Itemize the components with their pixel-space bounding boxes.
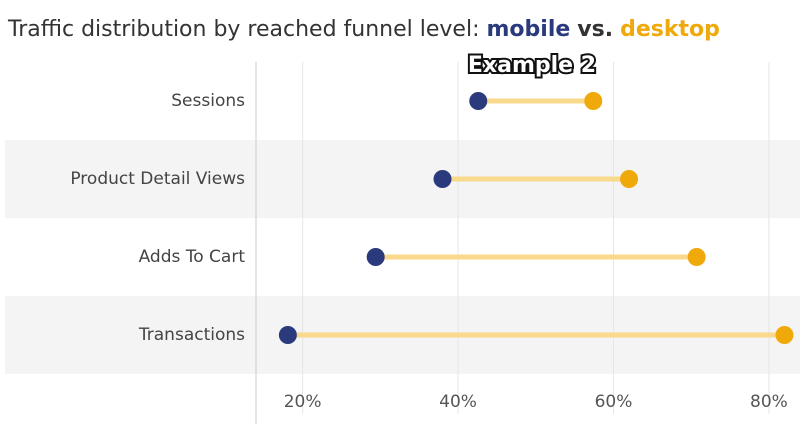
- background: [5, 62, 800, 424]
- dot: [687, 248, 706, 266]
- x-tick-label: 80%: [750, 392, 788, 412]
- x-tick-label: 60%: [595, 392, 633, 412]
- annotation: Example 2: [468, 53, 596, 78]
- category-label: Adds To Cart: [139, 247, 246, 267]
- dot: [584, 92, 603, 110]
- dot: [433, 170, 452, 188]
- row-band: [5, 140, 800, 218]
- title-connector: vs.: [577, 17, 613, 42]
- x-tick-label: 40%: [439, 392, 477, 412]
- category-label: Transactions: [138, 325, 245, 345]
- dot: [620, 170, 639, 188]
- plot: 20% 40% 60% 80% Sessions Product Detail Views…: [70, 91, 794, 412]
- category-label: Product Detail Views: [70, 169, 245, 189]
- legend-desktop: desktop: [620, 17, 720, 42]
- dot: [469, 92, 488, 110]
- dot: [775, 326, 794, 344]
- legend-mobile: mobile: [487, 17, 571, 42]
- dot: [278, 326, 297, 344]
- chart-title: Traffic distribution by reached funnel l…: [7, 17, 720, 42]
- x-tick-label: 20%: [284, 392, 322, 412]
- category-label: Sessions: [171, 91, 245, 111]
- dot: [366, 248, 385, 266]
- title-text: Traffic distribution by reached funnel l…: [7, 17, 480, 42]
